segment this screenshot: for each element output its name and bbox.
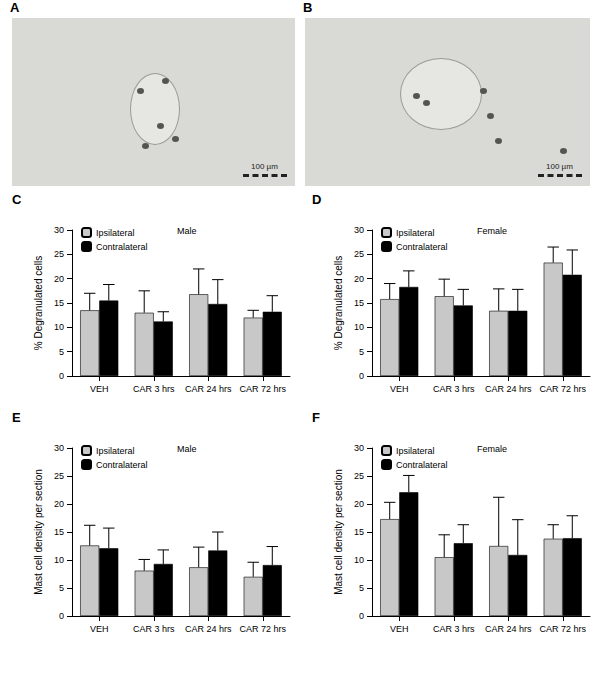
svg-text:Contralateral: Contralateral <box>96 460 148 470</box>
svg-text:CAR 3 hrs: CAR 3 hrs <box>433 624 475 634</box>
svg-text:CAR 72 hrs: CAR 72 hrs <box>539 624 586 634</box>
html-text:100 µm: 100 µm <box>546 162 573 171</box>
svg-text:5: 5 <box>59 583 64 593</box>
svg-text:25: 25 <box>54 471 64 481</box>
html-text:C: C <box>12 192 22 207</box>
svg-text:CAR 24 hrs: CAR 24 hrs <box>185 384 232 394</box>
svg-text:10: 10 <box>54 322 64 332</box>
svg-text:Mast cell density per section: Mast cell density per section <box>33 469 44 595</box>
html-text:E: E <box>12 410 21 425</box>
svg-text:Female: Female <box>477 226 507 236</box>
svg-text:VEH: VEH <box>390 384 409 394</box>
svg-text:25: 25 <box>54 249 64 259</box>
svg-text:25: 25 <box>354 471 364 481</box>
svg-text:5: 5 <box>59 347 64 357</box>
svg-text:15: 15 <box>54 298 64 308</box>
svg-text:CAR 24 hrs: CAR 24 hrs <box>485 384 532 394</box>
svg-text:30: 30 <box>54 225 64 235</box>
html-text:F: F <box>312 410 320 425</box>
svg-text:VEH: VEH <box>90 384 109 394</box>
svg-text:CAR 24 hrs: CAR 24 hrs <box>485 624 532 634</box>
svg-text:15: 15 <box>354 298 364 308</box>
svg-text:VEH: VEH <box>390 624 409 634</box>
svg-text:Male: Male <box>177 226 197 236</box>
html-text:D: D <box>312 192 322 207</box>
svg-text:25: 25 <box>354 249 364 259</box>
svg-text:Contralateral: Contralateral <box>396 242 448 252</box>
svg-text:20: 20 <box>354 274 364 284</box>
svg-text:% Degranulated cells: % Degranulated cells <box>333 256 344 351</box>
svg-text:Ipsilateral: Ipsilateral <box>96 446 135 456</box>
html-text:100 µm: 100 µm <box>251 162 278 171</box>
svg-text:20: 20 <box>54 499 64 509</box>
svg-text:CAR 24 hrs: CAR 24 hrs <box>185 624 232 634</box>
svg-text:% Degranulated cells: % Degranulated cells <box>33 256 44 351</box>
svg-text:CAR 72 hrs: CAR 72 hrs <box>539 384 586 394</box>
svg-text:CAR 3 hrs: CAR 3 hrs <box>133 384 175 394</box>
svg-text:20: 20 <box>54 274 64 284</box>
svg-text:0: 0 <box>359 371 364 381</box>
svg-text:30: 30 <box>354 443 364 453</box>
svg-text:30: 30 <box>354 225 364 235</box>
svg-text:Mast cell density per section: Mast cell density per section <box>333 469 344 595</box>
svg-text:Ipsilateral: Ipsilateral <box>396 446 435 456</box>
svg-text:5: 5 <box>359 347 364 357</box>
svg-text:Ipsilateral: Ipsilateral <box>396 228 435 238</box>
svg-text:VEH: VEH <box>90 624 109 634</box>
html-text:B: B <box>303 0 313 15</box>
svg-text:Ipsilateral: Ipsilateral <box>96 228 135 238</box>
svg-text:30: 30 <box>54 443 64 453</box>
svg-text:0: 0 <box>59 611 64 621</box>
svg-text:0: 0 <box>59 371 64 381</box>
svg-text:CAR 3 hrs: CAR 3 hrs <box>133 624 175 634</box>
svg-text:10: 10 <box>54 555 64 565</box>
svg-text:Contralateral: Contralateral <box>96 242 148 252</box>
html-text:A: A <box>10 0 20 15</box>
svg-text:10: 10 <box>354 555 364 565</box>
svg-text:CAR 72 hrs: CAR 72 hrs <box>239 624 286 634</box>
svg-text:5: 5 <box>359 583 364 593</box>
svg-text:CAR 72 hrs: CAR 72 hrs <box>239 384 286 394</box>
svg-text:10: 10 <box>354 322 364 332</box>
svg-text:20: 20 <box>354 499 364 509</box>
svg-text:0: 0 <box>359 611 364 621</box>
svg-text:CAR 3 hrs: CAR 3 hrs <box>433 384 475 394</box>
svg-text:15: 15 <box>354 527 364 537</box>
svg-text:Male: Male <box>177 444 197 454</box>
svg-text:Female: Female <box>477 444 507 454</box>
svg-text:Contralateral: Contralateral <box>396 460 448 470</box>
svg-text:15: 15 <box>54 527 64 537</box>
